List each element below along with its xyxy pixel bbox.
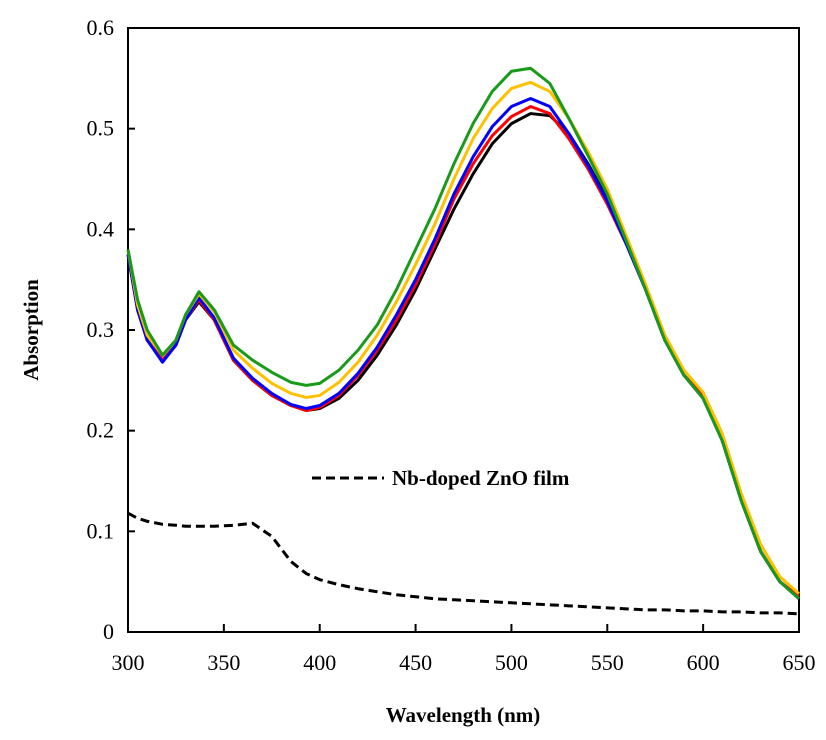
- plot-frame: [127, 27, 800, 633]
- y-tick-label: 0: [103, 619, 114, 644]
- x-tick-label: 350: [207, 650, 240, 675]
- x-tick-label: 650: [783, 650, 816, 675]
- data-line: [126, 66, 800, 600]
- y-tick-label: 0.5: [87, 116, 115, 141]
- x-tick-label: 300: [112, 650, 145, 675]
- x-tick-label: 400: [303, 650, 336, 675]
- data-line: [126, 105, 800, 598]
- y-tick-label: 0.4: [87, 216, 115, 241]
- y-tick-label: 0.3: [87, 317, 115, 342]
- x-tick-label: 500: [495, 650, 528, 675]
- y-axis-label: Absorption: [19, 279, 43, 381]
- x-axis-label: Wavelength (nm): [386, 703, 541, 727]
- y-tick-label: 0.6: [87, 15, 115, 40]
- x-tick-label: 550: [591, 650, 624, 675]
- data-line: [127, 511, 800, 616]
- x-tick-label: 450: [399, 650, 432, 675]
- x-tick-label: 600: [687, 650, 720, 675]
- legend-label: Nb-doped ZnO film: [392, 466, 570, 490]
- y-tick-label: 0.1: [87, 518, 115, 543]
- data-line: [126, 96, 800, 600]
- y-tick-label: 0.2: [87, 418, 115, 443]
